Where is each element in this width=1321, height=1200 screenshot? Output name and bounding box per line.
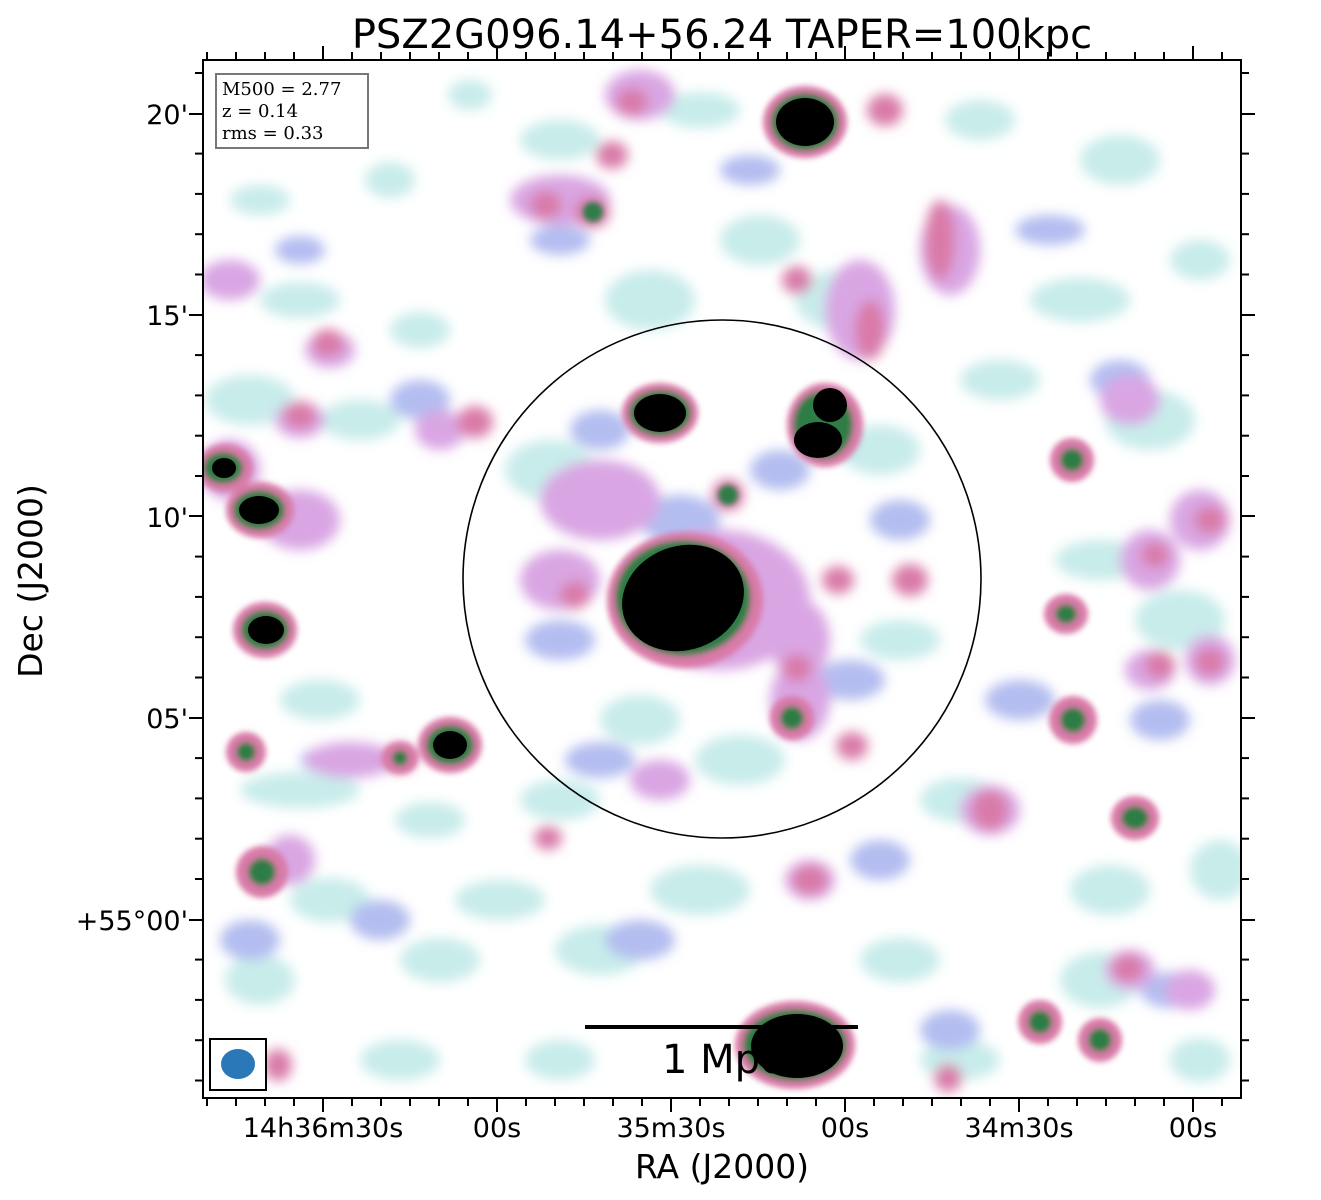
info-redshift: z = 0.14 [222, 101, 298, 122]
y-tick-label: 10' [146, 503, 188, 534]
scale-bar-label: 1 Mpc [662, 1037, 782, 1083]
x-axis-label: RA (J2000) [635, 1147, 809, 1186]
bright-cores [212, 98, 847, 1078]
scale-bar: 1 Mpc [585, 1025, 858, 1083]
y-axis-label: Dec (J2000) [11, 484, 50, 678]
axis-ticks [189, 46, 1255, 1112]
x-tick-label: 34m30s [964, 1113, 1073, 1144]
info-rms: rms = 0.33 [222, 123, 324, 144]
beam-box [209, 1038, 267, 1091]
y-tick-label: +55°00' [76, 906, 188, 937]
info-m500: M500 = 2.77 [222, 79, 341, 100]
x-tick-label: 00s [821, 1113, 869, 1144]
y-axis: 20' 15' 10' 05' +55°00' Dec (J2000) [11, 100, 188, 937]
plot-title: PSZ2G096.14+56.24 TAPER=100kpc [352, 12, 1092, 58]
noise-field [203, 70, 1241, 1092]
x-tick-label: 00s [1169, 1113, 1217, 1144]
x-tick-label: 35m30s [616, 1113, 725, 1144]
radio-image [203, 60, 1241, 1098]
y-tick-label: 05' [146, 704, 188, 735]
beam-ellipse [221, 1049, 255, 1079]
x-tick-label: 00s [473, 1113, 521, 1144]
r500-circle [462, 319, 982, 839]
info-box: M500 = 2.77 z = 0.14 rms = 0.33 [215, 73, 369, 149]
x-axis: 14h36m30s 00s 35m30s 00s 34m30s 00s RA (… [243, 1113, 1218, 1186]
y-tick-label: 15' [146, 301, 188, 332]
plot-frame [202, 59, 1242, 1099]
y-tick-label: 20' [146, 100, 188, 131]
x-tick-label: 14h36m30s [243, 1113, 404, 1144]
